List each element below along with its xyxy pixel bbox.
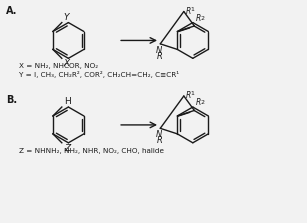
- Text: R: R: [156, 52, 162, 61]
- Text: 2: 2: [200, 16, 204, 21]
- Text: 1: 1: [191, 91, 195, 97]
- Text: B.: B.: [6, 95, 17, 105]
- Text: R: R: [195, 99, 200, 107]
- Text: N: N: [156, 46, 162, 55]
- Text: R: R: [186, 91, 191, 101]
- Text: X = NH₂, NHCOR, NO₂: X = NH₂, NHCOR, NO₂: [19, 63, 98, 69]
- Text: 2: 2: [200, 101, 204, 105]
- Text: X: X: [64, 59, 70, 68]
- Text: Z: Z: [64, 144, 70, 153]
- Text: R: R: [186, 7, 191, 16]
- Text: R: R: [195, 14, 200, 23]
- Text: 1: 1: [191, 7, 195, 12]
- Text: A.: A.: [6, 6, 17, 16]
- Text: Y = I, CH₃, CH₂R², COR², CH₂CH=CH₂, C≡CR¹: Y = I, CH₃, CH₂R², COR², CH₂CH=CH₂, C≡CR…: [19, 71, 179, 78]
- Text: N: N: [156, 130, 162, 139]
- Text: H: H: [64, 97, 71, 106]
- Text: R: R: [156, 136, 162, 145]
- Text: Y: Y: [64, 12, 69, 22]
- Text: Z = NHNH₂, NH₂, NHR, NO₂, CHO, halide: Z = NHNH₂, NH₂, NHR, NO₂, CHO, halide: [19, 148, 164, 154]
